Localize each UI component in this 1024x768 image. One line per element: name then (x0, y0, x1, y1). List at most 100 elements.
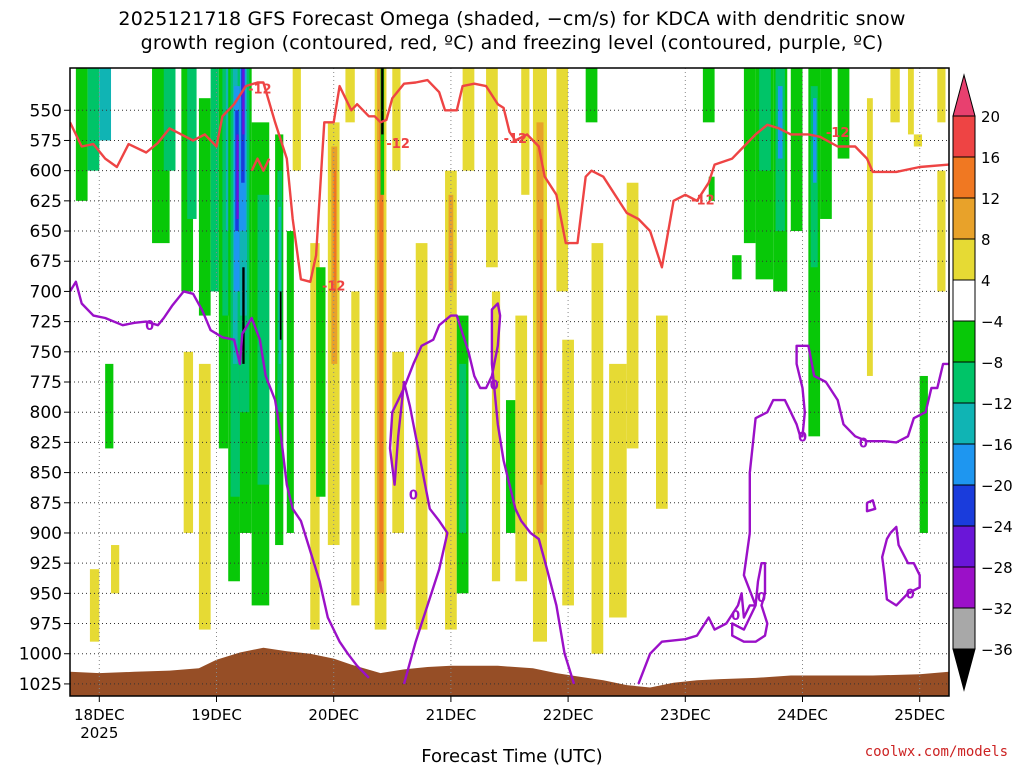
colorbar-label: −8 (981, 354, 1003, 372)
terrain-fill (70, 647, 949, 696)
omega-cell (242, 68, 245, 135)
terrain-surface (70, 647, 949, 696)
omega-cell (556, 68, 569, 292)
y-tick-label: 1025 (19, 675, 62, 695)
x-tick-label: 18DEC (74, 706, 125, 724)
colorbar-label: −16 (981, 436, 1013, 454)
omega-cell (585, 68, 598, 123)
colorbar-segment (952, 115, 976, 158)
colorbar-label: 8 (981, 231, 991, 249)
freezing-level-contour-label: 0 (731, 609, 740, 624)
omega-cell (198, 98, 211, 316)
colorbar-segment (952, 566, 976, 609)
omega-cell (392, 68, 401, 171)
omega-cell (743, 68, 756, 244)
y-tick-label: 850 (30, 464, 62, 484)
y-tick-label: 900 (30, 524, 62, 544)
omega-cell (626, 182, 639, 449)
omega-cell (351, 291, 360, 606)
omega-cell (87, 68, 100, 171)
omega-cell (777, 86, 783, 159)
colorbar-segment (952, 648, 976, 692)
omega-cell (316, 267, 326, 497)
freezing-level-contour-label: 0 (490, 378, 499, 393)
y-tick-label: 825 (30, 433, 62, 453)
omega-cell (459, 363, 467, 533)
dendritic-contour (250, 157, 271, 172)
freezing-level-contour (388, 302, 576, 685)
omega-cell (702, 68, 715, 123)
omega-cell (759, 68, 771, 171)
omega-cell (415, 243, 428, 630)
y-tick-label: 700 (30, 282, 62, 302)
x-tick-label: 22DEC (543, 706, 594, 724)
omega-cell (708, 176, 715, 201)
y-tick-label: 750 (30, 343, 62, 363)
colorbar-segment (952, 443, 976, 486)
omega-shading (75, 68, 946, 654)
dendritic-contour-label: -12 (504, 132, 528, 147)
omega-cell (937, 170, 946, 292)
credit-link[interactable]: coolwx.com/models (864, 744, 1008, 760)
colorbar-segment (952, 73, 976, 117)
omega-cell (279, 291, 282, 340)
y-tick-label: 775 (30, 373, 62, 393)
colorbar-label: −4 (981, 313, 1003, 331)
colorbar-label: −20 (981, 477, 1013, 495)
contours: -12 -12 -12 -12 -12 -12 0 0 0 0 0 0 0 0 (70, 78, 949, 685)
omega-cell (379, 122, 383, 582)
colorbar-segment (952, 320, 976, 363)
omega-cell (890, 68, 900, 123)
omega-cell (515, 315, 528, 582)
colorbar-label: −32 (981, 600, 1013, 618)
x-axis-title: Forecast Time (UTC) (421, 746, 603, 767)
omega-cell (837, 68, 850, 159)
colorbar: 20 16 12 8 4 −4 −8 −12 −16 −20 −24 −28 −32 −36 (952, 73, 1013, 692)
chart-title-line-1: 2025121718 GFS Forecast Omega (shaded, −… (118, 8, 906, 30)
y-tick-label: 1000 (19, 645, 62, 665)
freezing-level-contour (865, 499, 877, 513)
colorbar-segment (952, 238, 976, 281)
omega-cell (105, 363, 114, 449)
colorbar-segment (952, 279, 976, 322)
y-tick-label: 975 (30, 615, 62, 635)
omega-cell (591, 243, 604, 654)
omega-cell (919, 375, 928, 533)
colorbar-segment (952, 525, 976, 568)
freezing-level-contour-label: 0 (906, 587, 915, 602)
y-tick-label: 950 (30, 584, 62, 604)
omega-cell (505, 400, 516, 533)
colorbar-label: 4 (981, 272, 991, 290)
y-tick-label: 725 (30, 313, 62, 333)
omega-cell (656, 315, 668, 509)
omega-cell (310, 243, 320, 630)
omega-cell (448, 194, 454, 292)
axes: 550 575 600 625 650 675 700 725 750 775 800 825 850 8… (19, 101, 945, 742)
dendritic-contour-label: -12 (322, 279, 346, 294)
omega-cell (732, 255, 742, 280)
x-tick-label: 23DEC (660, 706, 711, 724)
freezing-level-contour (70, 280, 370, 679)
x-tick-label: 19DEC (191, 706, 242, 724)
omega-cell (210, 68, 219, 292)
x-tick-label: 24DEC (777, 706, 828, 724)
omega-cell (242, 267, 245, 364)
colorbar-label: −36 (981, 641, 1013, 659)
omega-cell (75, 68, 88, 201)
omega-cell (236, 134, 239, 219)
y-tick-label: 925 (30, 554, 62, 574)
colorbar-segment (952, 197, 976, 240)
y-tick-label: 575 (30, 131, 62, 151)
y-tick-label: 625 (30, 192, 62, 212)
omega-cell (345, 68, 355, 123)
colorbar-segment (952, 484, 976, 527)
x-tick-label: 20DEC (308, 706, 359, 724)
omega-cell (187, 68, 197, 219)
y-tick-label: 675 (30, 252, 62, 272)
colorbar-segment (952, 156, 976, 199)
omega-cell (89, 569, 100, 642)
y-tick-label: 600 (30, 162, 62, 182)
chart-title-line-2: growth region (contoured, red, ºC) and f… (140, 32, 884, 54)
colorbar-label: 12 (981, 190, 1000, 208)
